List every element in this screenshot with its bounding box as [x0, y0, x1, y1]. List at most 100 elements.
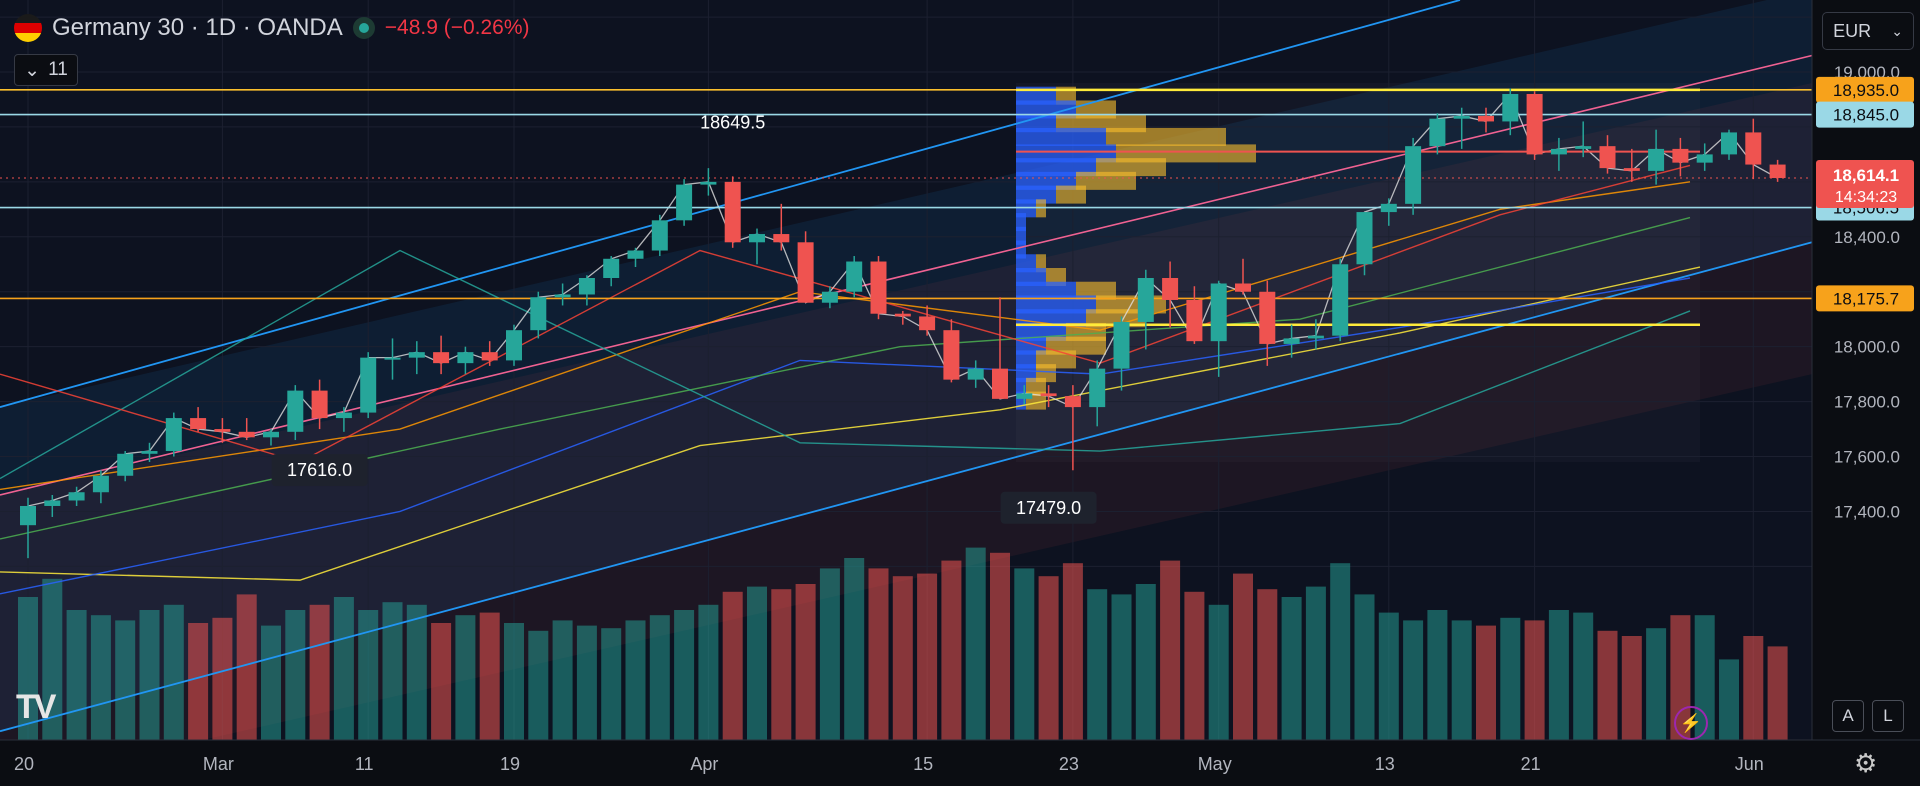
candle — [1648, 148, 1665, 171]
volume-bar — [1038, 576, 1059, 740]
profile-bar-buy — [1016, 309, 1086, 328]
profile-bar-sell — [1026, 377, 1046, 396]
volume-bar — [1500, 617, 1521, 740]
candle — [1283, 338, 1300, 344]
candle — [1356, 212, 1373, 265]
volume-bar — [1548, 610, 1569, 740]
profile-bar-buy — [1016, 281, 1076, 300]
profile-bar-buy — [1016, 144, 1116, 163]
volume-bar — [66, 610, 87, 740]
x-tick-label: 19 — [500, 754, 520, 774]
volume-bar — [747, 586, 767, 740]
volume-bar — [236, 594, 257, 740]
candle — [894, 313, 911, 317]
last-price-label: 18,614.1 — [1833, 166, 1899, 185]
price-level-label: 18,845.0 — [1833, 106, 1899, 125]
candle — [1526, 93, 1543, 155]
volume-profile — [1016, 86, 1256, 410]
volume-bar — [844, 558, 865, 740]
candle — [20, 505, 36, 526]
price-change: −48.9 (−0.26%) — [384, 16, 530, 39]
volume-bar — [576, 625, 597, 740]
volume-bar — [1233, 573, 1253, 740]
candle — [408, 352, 425, 358]
volume-bar — [1524, 620, 1545, 740]
volume-bar — [1330, 563, 1351, 740]
symbol-title[interactable]: Germany 30 · 1D · OANDA — [52, 14, 343, 41]
profile-bar-buy — [1016, 171, 1076, 190]
profile-bar-sell — [1106, 127, 1226, 146]
volume-bar — [892, 576, 913, 740]
volume-bar — [649, 615, 670, 740]
candle — [1162, 278, 1179, 300]
indicator-line — [0, 266, 1701, 581]
profile-bar-buy — [1016, 226, 1026, 245]
candle — [578, 278, 595, 295]
profile-bar-buy — [1016, 364, 1036, 383]
candle — [651, 220, 668, 251]
last-price-badge — [1816, 159, 1914, 208]
tradingview-logo-icon[interactable]: TV — [16, 688, 56, 726]
candle — [530, 297, 547, 331]
volume-bar — [1062, 563, 1083, 740]
candle — [384, 357, 401, 360]
candle — [335, 412, 352, 419]
profile-bar-buy — [1016, 377, 1026, 396]
volume-bar — [941, 560, 962, 740]
volume-bar — [990, 552, 1010, 740]
profile-bar-sell — [1096, 158, 1166, 177]
volume-bar — [601, 628, 622, 740]
volume-bar — [1573, 612, 1594, 740]
auto-scale-button[interactable]: A — [1832, 700, 1864, 732]
candle — [117, 453, 134, 476]
log-scale-button[interactable]: L — [1872, 700, 1904, 732]
profile-bar-buy — [1016, 350, 1036, 369]
candle — [797, 242, 814, 303]
profile-bar-buy — [1016, 391, 1026, 410]
candle — [1210, 283, 1227, 342]
volume-bar — [1281, 597, 1302, 740]
profile-bar-buy — [1016, 213, 1026, 232]
gear-icon[interactable]: ⚙ — [1854, 748, 1878, 778]
annotation-box — [271, 454, 368, 487]
volume-bar — [1719, 659, 1739, 740]
candle — [724, 181, 741, 243]
volume-bar — [1427, 610, 1448, 740]
volume-bar — [698, 604, 719, 740]
lightning-icon[interactable]: ⚡ — [1674, 706, 1708, 740]
x-tick-label: May — [1198, 754, 1232, 774]
candle — [749, 234, 765, 243]
time-axis — [0, 740, 1920, 786]
x-tick-label: Jun — [1735, 754, 1764, 774]
profile-bar-sell — [1116, 144, 1256, 163]
candle — [1235, 283, 1251, 292]
currency-select[interactable]: EUR ⌄ — [1822, 12, 1914, 50]
profile-bar-sell — [1076, 171, 1136, 190]
volume-bar — [917, 573, 938, 740]
indicator-line — [0, 181, 1691, 491]
profile-bar-buy — [1016, 127, 1106, 146]
volume-bar — [406, 604, 427, 740]
profile-bar-buy — [1016, 268, 1046, 286]
x-tick-label: Apr — [690, 754, 718, 774]
x-tick-label: 21 — [1521, 754, 1541, 774]
volume-bar — [188, 623, 209, 740]
candle — [68, 492, 85, 501]
candle — [214, 429, 231, 432]
candle — [457, 352, 474, 364]
indicator-count: 11 — [48, 59, 68, 80]
candle — [1623, 168, 1640, 171]
profile-bar-sell — [1086, 309, 1146, 328]
profile-bar-sell — [1036, 350, 1076, 369]
x-tick-label: 13 — [1375, 754, 1395, 774]
x-tick-label: Mar — [203, 754, 234, 774]
indicators-toggle-button[interactable]: ⌄ 11 — [14, 54, 78, 86]
volume-bar — [309, 604, 330, 740]
chevron-down-icon: ⌄ — [1891, 22, 1903, 39]
candle — [846, 261, 863, 292]
candle — [1307, 335, 1324, 339]
candle — [1672, 148, 1689, 163]
candle — [1259, 291, 1276, 344]
price-axis — [1812, 0, 1920, 786]
